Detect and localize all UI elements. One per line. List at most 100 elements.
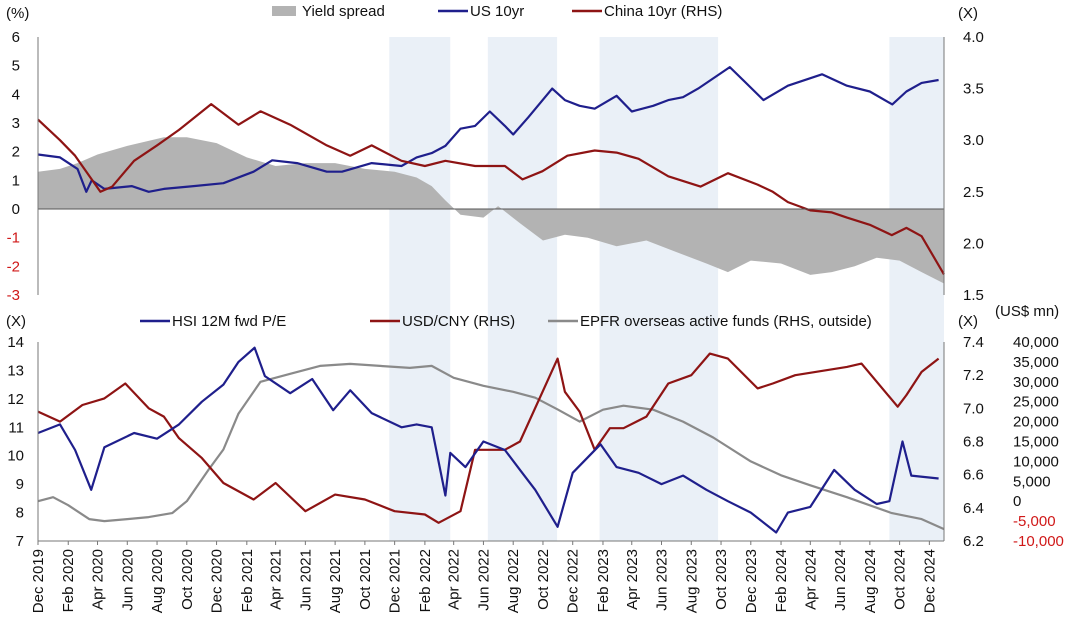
bottom-left-tick-label: 11 [8, 419, 24, 436]
legend-label-china-10yr: China 10yr (RHS) [604, 3, 722, 20]
shaded-period-2 [487, 37, 558, 541]
top-left-tick-label: 3 [12, 115, 20, 132]
x-tick-label: Oct 2023 [713, 549, 730, 610]
x-tick-label: Dec 2020 [209, 549, 226, 613]
top-left-tick-label: 6 [12, 29, 20, 46]
x-tick-label: Apr 2020 [90, 549, 107, 610]
top-right-tick-label: 2.5 [963, 184, 984, 201]
outside-tick-label: 40,000 [1013, 334, 1059, 351]
top-left-tick-label: 1 [12, 172, 20, 189]
outside-unit-label: (US$ mn) [995, 303, 1059, 320]
top-right-tick-label: 2.0 [963, 235, 984, 252]
x-tick-label: Feb 2024 [773, 549, 790, 612]
x-tick-label: Dec 2024 [921, 549, 938, 613]
legend-swatch-yield-spread [272, 6, 296, 16]
x-tick-label: Aug 2020 [149, 549, 166, 613]
x-tick-label: Jun 2024 [832, 549, 849, 611]
outside-tick-label: 5,000 [1013, 473, 1051, 490]
x-tick-label: Feb 2021 [239, 549, 256, 612]
x-tick-label: Jun 2020 [119, 549, 136, 611]
x-tick-label: Aug 2024 [862, 549, 879, 613]
bottom-left-unit-label: (X) [6, 313, 26, 330]
series-us-10yr-line [37, 65, 939, 193]
x-tick-label: Apr 2024 [802, 549, 819, 610]
legend-label-epfr: EPFR overseas active funds (RHS, outside… [580, 313, 872, 330]
x-tick-label: Jun 2022 [475, 549, 492, 611]
series-yield-spread-area [38, 137, 944, 284]
bottom-left-tick-label: 8 [16, 505, 24, 522]
x-tick-label: Oct 2022 [535, 549, 552, 610]
outside-tick-label: 30,000 [1013, 374, 1059, 391]
x-tick-label: Apr 2021 [268, 549, 285, 610]
top-left-unit-label: (%) [6, 5, 29, 22]
shaded-period-1 [389, 37, 451, 541]
top-left-tick-label: 4 [12, 86, 20, 103]
series-hsi-pe-line [37, 346, 939, 534]
top-right-unit-label: (X) [958, 5, 978, 22]
bottom-left-tick-label: 7 [16, 533, 24, 550]
top-left-tick-label: -1 [7, 230, 20, 247]
series-china-10yr-line [37, 102, 945, 275]
bottom-right-unit-label: (X) [958, 313, 978, 330]
bottom-left-tick-label: 10 [7, 448, 24, 465]
legend-label-us-10yr: US 10yr [470, 3, 524, 20]
x-tick-label: Feb 2023 [595, 549, 612, 612]
x-tick-label: Aug 2022 [505, 549, 522, 613]
x-tick-label: Dec 2021 [387, 549, 404, 613]
top-left-tick-label: 0 [12, 201, 20, 218]
outside-tick-label: 0 [1013, 493, 1021, 510]
top-left-tick-label: -2 [7, 258, 20, 275]
outside-tick-label: 15,000 [1013, 434, 1059, 451]
x-tick-label: Feb 2020 [60, 549, 77, 612]
recession-shading [389, 37, 944, 541]
bottom-right-tick-label: 6.2 [963, 533, 984, 550]
area-layer [38, 137, 944, 284]
bottom-right-tick-label: 7.0 [963, 400, 984, 417]
bottom-right-tick-label: 6.8 [963, 434, 984, 451]
line-layer [37, 65, 945, 534]
outside-tick-label: 20,000 [1013, 414, 1059, 431]
x-tick-label: Jun 2023 [654, 549, 671, 611]
x-tick-label: Oct 2020 [179, 549, 196, 610]
top-right-tick-label: 3.5 [963, 81, 984, 98]
x-tick-label: Oct 2021 [357, 549, 374, 610]
series-usdcny-line [37, 352, 940, 524]
bottom-left-tick-label: 13 [7, 362, 24, 379]
x-tick-label: Dec 2022 [565, 549, 582, 613]
legend-label-hsi-pe: HSI 12M fwd P/E [172, 313, 286, 330]
axes-layer [37, 37, 945, 545]
top-right-tick-label: 3.0 [963, 132, 984, 149]
legend-label-usdcny: USD/CNY (RHS) [402, 313, 515, 330]
top-left-tick-label: -3 [7, 287, 20, 304]
bottom-left-tick-label: 14 [7, 334, 24, 351]
x-tick-label: Aug 2023 [683, 549, 700, 613]
outside-tick-label: 25,000 [1013, 394, 1059, 411]
outside-tick-label: 35,000 [1013, 354, 1059, 371]
bottom-right-tick-label: 6.4 [963, 500, 984, 517]
top-right-tick-label: 4.0 [963, 29, 984, 46]
top-right-tick-label: 1.5 [963, 287, 984, 304]
bottom-right-tick-label: 6.6 [963, 467, 984, 484]
series-epfr-line [37, 362, 945, 531]
shaded-period-3 [599, 37, 719, 541]
bottom-right-tick-label: 7.2 [963, 367, 984, 384]
x-tick-label: Dec 2023 [743, 549, 760, 613]
bottom-left-tick-label: 9 [16, 476, 24, 493]
x-tick-label: Jun 2021 [297, 549, 314, 611]
bottom-left-tick-label: 12 [7, 391, 24, 408]
x-tick-label: Aug 2021 [327, 549, 344, 613]
x-tick-label: Apr 2022 [446, 549, 463, 610]
x-tick-label: Feb 2022 [417, 549, 434, 612]
top-left-tick-label: 5 [12, 58, 20, 75]
x-tick-label: Apr 2023 [624, 549, 641, 610]
outside-tick-label: -10,000 [1013, 533, 1064, 550]
top-left-tick-label: 2 [12, 144, 20, 161]
x-tick-label: Oct 2024 [892, 549, 909, 610]
outside-tick-label: -5,000 [1013, 513, 1056, 530]
outside-tick-label: 10,000 [1013, 453, 1059, 470]
x-tick-label: Dec 2019 [30, 549, 47, 613]
bottom-right-tick-label: 7.4 [963, 334, 984, 351]
